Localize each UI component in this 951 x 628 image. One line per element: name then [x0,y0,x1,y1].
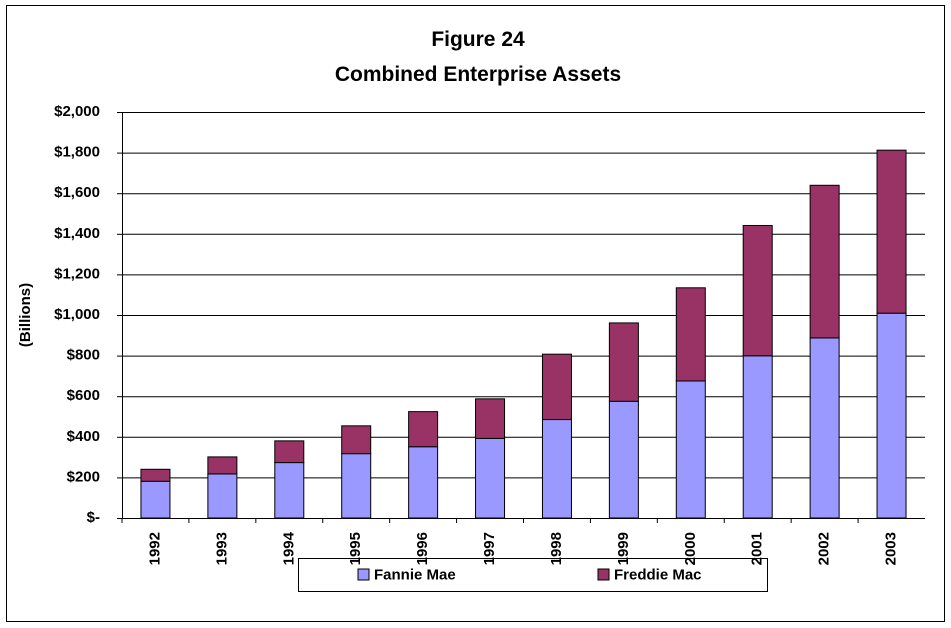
bar-segment [408,446,439,519]
bar-segment [274,440,305,464]
x-tick-label: 1999 [615,532,632,565]
legend-swatch [597,568,610,581]
chart-border [6,5,945,622]
bar-segment [341,425,372,455]
bar-segment [475,437,506,519]
bar-segment [675,287,706,382]
y-tick-label: $1,200 [54,265,100,282]
bar-segment [140,480,171,519]
chart-subtitle: Combined Enterprise Assets [335,63,621,86]
x-tick-label: 1998 [548,532,565,565]
bar-segment [207,456,238,475]
y-tick-label: $- [87,509,100,526]
bar-segment [541,419,572,519]
y-tick-label: $1,400 [54,225,100,242]
bar-segment [809,337,840,519]
bar-segment [742,355,773,519]
bar-segment [408,411,439,448]
legend-label: Freddie Mac [614,566,702,583]
bar-segment [140,468,171,482]
legend-swatch [357,568,370,581]
x-tick-label: 1997 [481,532,498,565]
legend-box [298,558,768,592]
bar-segment [742,224,773,357]
x-tick-label: 2000 [682,532,699,565]
x-tick-label: 1992 [146,532,163,565]
bar-segment [608,322,639,402]
bar-segment [541,353,572,421]
bar-segment [675,380,706,519]
y-axis-label: (Billions) [17,283,34,347]
bar-segment [876,312,907,519]
bar-segment [274,462,305,519]
x-tick-label: 1994 [280,531,297,565]
y-tick-label: $1,800 [54,144,100,161]
y-tick-label: $200 [67,468,100,485]
y-tick-label: $800 [67,347,100,364]
chart-title: Figure 24 [431,28,525,51]
bar-segment [876,149,907,314]
x-tick-label: 1995 [347,532,364,565]
y-tick-label: $600 [67,387,100,404]
y-tick-label: $2,000 [54,103,100,120]
bar-segment [608,400,639,519]
bar-segment [341,453,372,519]
x-tick-label: 2002 [816,532,833,565]
legend-label: Fannie Mae [374,566,456,583]
x-tick-label: 2003 [883,532,900,565]
bar-segment [475,398,506,439]
y-tick-label: $400 [67,428,100,445]
y-tick-label: $1,000 [54,306,100,323]
x-tick-label: 1996 [414,532,431,565]
x-tick-label: 2001 [749,532,766,565]
x-tick-label: 1993 [213,532,230,565]
y-tick-label: $1,600 [54,184,100,201]
bar-segment [809,184,840,339]
bar-segment [207,473,238,519]
